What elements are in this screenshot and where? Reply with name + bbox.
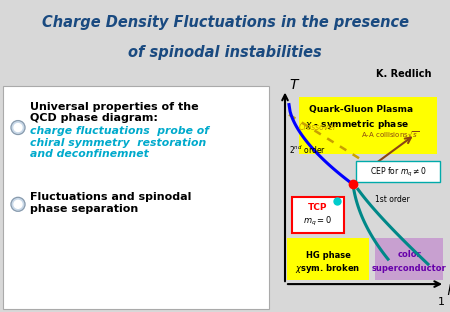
Text: Universal properties of the: Universal properties of the bbox=[30, 102, 198, 112]
Circle shape bbox=[14, 200, 22, 208]
Text: $\mu_B$: $\mu_B$ bbox=[447, 282, 450, 297]
Bar bbox=[287, 238, 369, 280]
Text: K. Redlich: K. Redlich bbox=[377, 69, 432, 79]
Bar bbox=[299, 97, 437, 154]
Bar bbox=[375, 238, 443, 280]
Text: 2$^{nd}$ order: 2$^{nd}$ order bbox=[289, 144, 326, 156]
Circle shape bbox=[11, 197, 25, 211]
Text: CEP for $m_q \neq 0$: CEP for $m_q \neq 0$ bbox=[369, 166, 427, 179]
Text: A-A collisions$\sqrt{s}$: A-A collisions$\sqrt{s}$ bbox=[361, 129, 419, 139]
Text: 1st order: 1st order bbox=[375, 195, 410, 204]
Text: phase separation: phase separation bbox=[30, 204, 138, 214]
FancyBboxPatch shape bbox=[356, 161, 440, 183]
Text: of spinodal instabilities: of spinodal instabilities bbox=[128, 46, 322, 61]
Text: QCD phase diagram:: QCD phase diagram: bbox=[30, 113, 158, 123]
Text: TCP: TCP bbox=[308, 203, 328, 212]
Text: $\chi$ - symmetric phase: $\chi$ - symmetric phase bbox=[305, 118, 409, 131]
Text: charge fluctuations  probe of: charge fluctuations probe of bbox=[30, 125, 209, 135]
Text: and deconfinemnet: and deconfinemnet bbox=[30, 149, 149, 159]
Text: Quark-Gluon Plasma: Quark-Gluon Plasma bbox=[309, 105, 413, 114]
Bar bbox=[3, 86, 269, 309]
Text: $m_q = 0$: $m_q = 0$ bbox=[303, 215, 333, 228]
Text: $\chi$sym. broken: $\chi$sym. broken bbox=[296, 262, 360, 275]
Text: HG phase: HG phase bbox=[306, 251, 351, 260]
Text: Fluctuations and spinodal: Fluctuations and spinodal bbox=[30, 193, 191, 202]
Text: 1: 1 bbox=[438, 297, 445, 307]
Text: superconductor: superconductor bbox=[372, 264, 446, 273]
Text: Crossover: Crossover bbox=[299, 123, 337, 132]
Text: chiral symmetry  restoration: chiral symmetry restoration bbox=[30, 138, 206, 148]
Circle shape bbox=[11, 120, 25, 134]
Text: $T$: $T$ bbox=[289, 78, 301, 92]
Text: color: color bbox=[397, 250, 421, 259]
Text: Charge Density Fluctuations in the presence: Charge Density Fluctuations in the prese… bbox=[41, 15, 409, 30]
Circle shape bbox=[14, 124, 22, 132]
FancyBboxPatch shape bbox=[292, 197, 344, 233]
